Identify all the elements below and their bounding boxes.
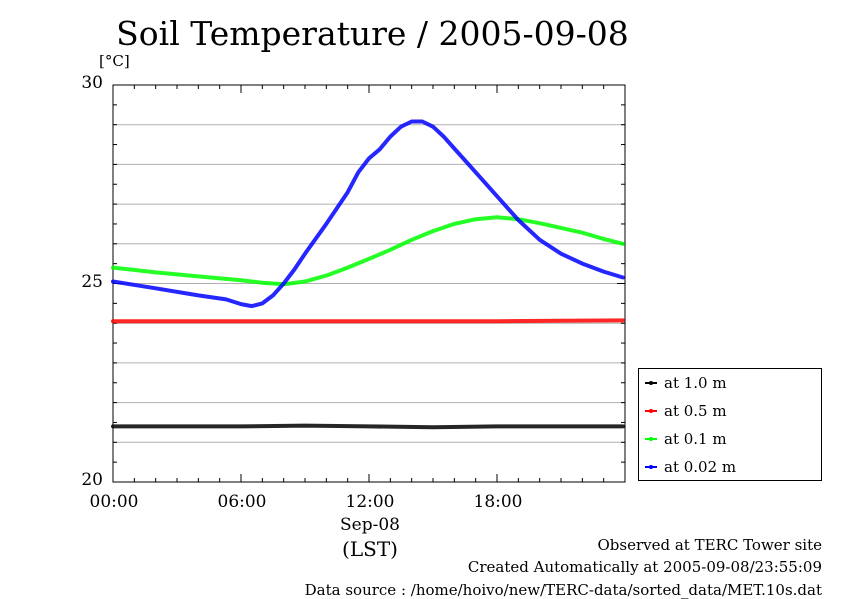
footer-data-source: Data source : /home/hoivo/new/TERC-data/… <box>304 581 822 599</box>
y-tick-label-25: 25 <box>81 272 103 292</box>
x-tick-label-1200: 12:00 <box>345 492 395 512</box>
legend-swatch-0-02m <box>645 465 657 469</box>
series-line-at-0-02-m <box>111 119 625 309</box>
legend-item-0-02m: at 0.02 m <box>645 457 736 477</box>
legend-item-1-0m: at 1.0 m <box>645 373 727 393</box>
legend-item-0-1m: at 0.1 m <box>645 429 727 449</box>
series-line-at-0-5-m <box>111 318 625 324</box>
y-axis-unit-label: [°C] <box>99 52 130 70</box>
x-tick-label-1800: 18:00 <box>473 492 523 512</box>
x-axis-date-label: Sep-08 <box>340 515 400 535</box>
footer-observed-site: Observed at TERC Tower site <box>597 536 822 554</box>
legend-label-0-02m: at 0.02 m <box>664 458 737 476</box>
series-line-at-1-0-m <box>111 423 625 430</box>
legend-label-0-5m: at 0.5 m <box>664 402 727 420</box>
y-tick-label-20: 20 <box>81 470 103 490</box>
legend-swatch-1-0m <box>645 381 657 385</box>
chart-title: Soil Temperature / 2005-09-08 <box>116 14 629 53</box>
legend-swatch-0-1m <box>645 437 657 441</box>
legend-label-1-0m: at 1.0 m <box>664 374 727 392</box>
x-tick-label-0600: 06:00 <box>217 492 267 512</box>
legend-label-0-1m: at 0.1 m <box>664 430 727 448</box>
series-line-at-0-1-m <box>111 215 625 287</box>
legend-item-0-5m: at 0.5 m <box>645 401 727 421</box>
footer-created-timestamp: Created Automatically at 2005-09-08/23:5… <box>467 558 822 576</box>
x-tick-label-0000: 00:00 <box>89 492 139 512</box>
y-tick-label-30: 30 <box>81 73 103 93</box>
legend: at 1.0 m at 0.5 m at 0.1 m at 0.02 m <box>638 368 822 481</box>
legend-swatch-0-5m <box>645 409 657 413</box>
x-axis-unit-label: (LST) <box>342 537 398 561</box>
